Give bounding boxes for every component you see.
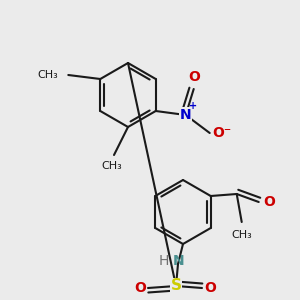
Text: O: O — [188, 70, 200, 84]
Text: CH₃: CH₃ — [231, 230, 252, 240]
Text: S: S — [170, 278, 182, 293]
Text: CH₃: CH₃ — [38, 70, 58, 80]
Text: O: O — [204, 281, 216, 295]
Text: CH₃: CH₃ — [102, 161, 122, 171]
Text: N: N — [180, 108, 191, 122]
Text: O: O — [134, 281, 146, 295]
Text: O⁻: O⁻ — [212, 126, 231, 140]
Text: H: H — [159, 254, 169, 268]
Text: O: O — [263, 195, 275, 209]
Text: N: N — [173, 254, 185, 268]
Text: +: + — [189, 101, 197, 111]
